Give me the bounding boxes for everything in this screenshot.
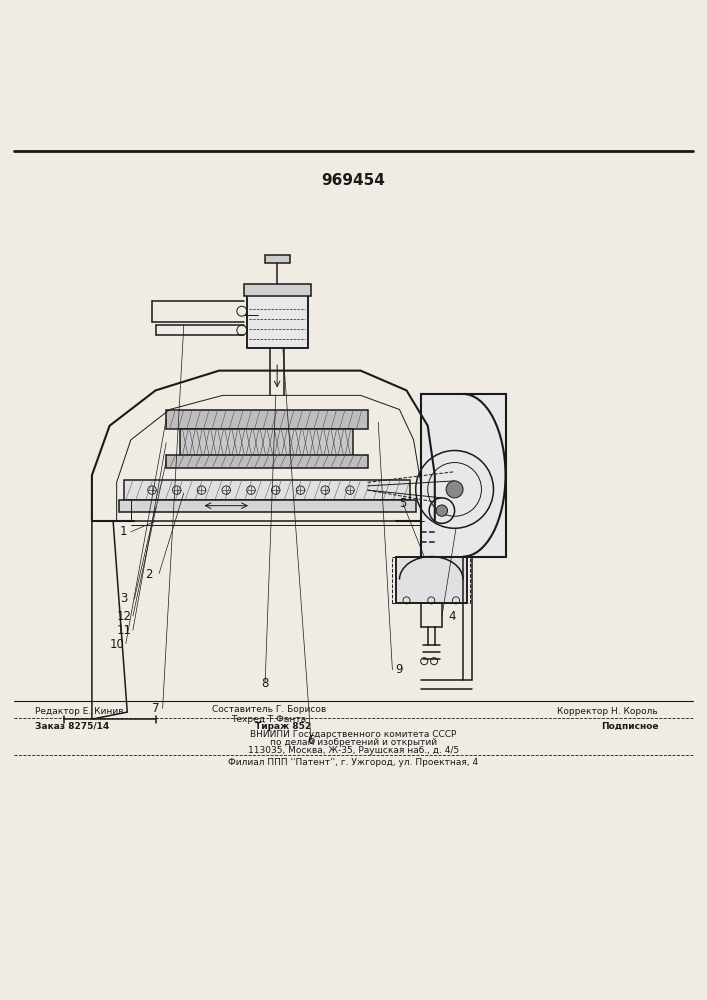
Text: 1: 1 (120, 525, 127, 538)
Text: Филиал ППП ''Патент'', г. Ужгород, ул. Проектная, 4: Филиал ППП ''Патент'', г. Ужгород, ул. П… (228, 758, 479, 767)
Bar (421, 394, 506, 557)
Bar (166, 410, 368, 429)
Bar (247, 295, 308, 348)
Bar (180, 429, 354, 456)
Circle shape (436, 505, 448, 516)
Bar (421, 394, 506, 557)
Bar (396, 557, 467, 603)
Bar (396, 557, 467, 603)
Text: 10: 10 (109, 638, 124, 651)
Text: 11: 11 (116, 624, 132, 637)
Text: Тираж 852: Тираж 852 (255, 722, 311, 731)
Bar (265, 255, 290, 263)
Text: 8: 8 (262, 677, 269, 690)
Text: 2: 2 (145, 568, 152, 581)
Bar (244, 284, 311, 296)
Text: 113035, Москва, Ж-35, Раушская наб., д. 4/5: 113035, Москва, Ж-35, Раушская наб., д. … (248, 746, 459, 755)
Text: ВНИИПИ Государственного комитета СССР: ВНИИПИ Государственного комитета СССР (250, 730, 457, 739)
Bar (124, 480, 410, 500)
Text: 3: 3 (120, 592, 127, 605)
Text: Составитель Г. Борисов
Техред Т.Фанта: Составитель Г. Борисов Техред Т.Фанта (211, 705, 326, 724)
Circle shape (446, 481, 463, 498)
Text: по делам изобретений и открытий: по делам изобретений и открытий (270, 738, 437, 747)
Text: 9: 9 (396, 663, 403, 676)
Bar (166, 455, 368, 468)
Text: Редактор Е. Кинив: Редактор Е. Кинив (35, 707, 124, 716)
Bar (119, 500, 416, 512)
Bar (247, 295, 308, 348)
Text: Подписное: Подписное (601, 722, 658, 731)
Text: 12: 12 (116, 610, 132, 623)
Text: 6: 6 (308, 734, 315, 747)
Text: Заказ 8275/14: Заказ 8275/14 (35, 722, 110, 731)
Text: 4: 4 (449, 610, 456, 623)
Text: 7: 7 (152, 702, 159, 715)
Text: 5: 5 (399, 497, 407, 510)
Text: 969454: 969454 (322, 173, 385, 188)
Text: Корректор Н. Король: Корректор Н. Король (556, 707, 658, 716)
